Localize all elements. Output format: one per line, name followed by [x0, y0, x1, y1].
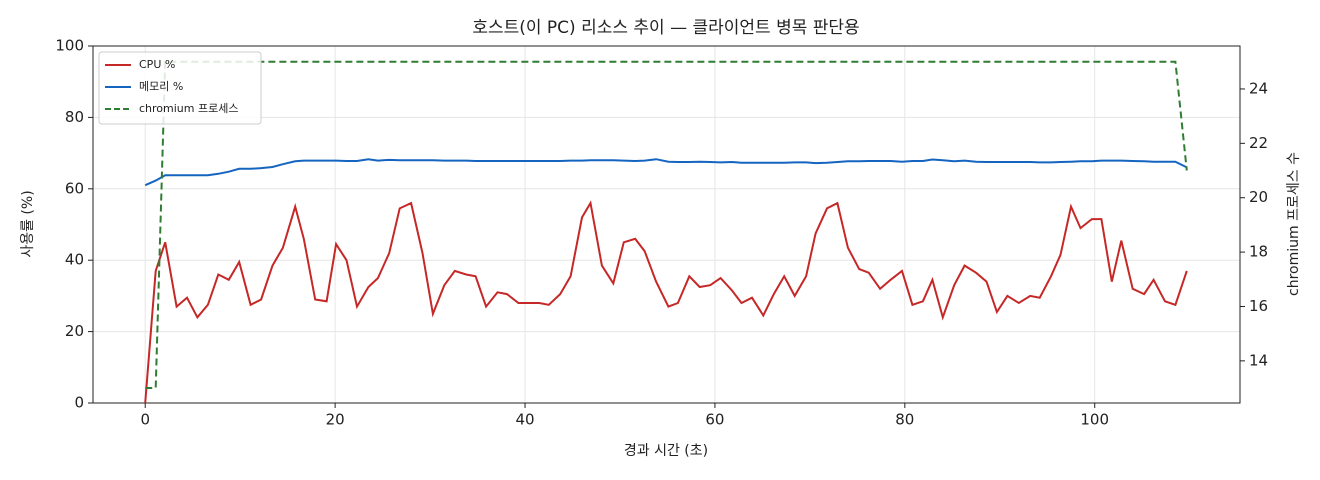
- y2-tick-label: 24: [1249, 79, 1268, 97]
- y2-axis-label: chromium 프로세스 수: [1286, 152, 1302, 296]
- y-tick-label: 100: [55, 37, 84, 55]
- legend-label: chromium 프로세스: [139, 102, 238, 115]
- y-tick-label: 20: [65, 322, 84, 340]
- y2-tick-label: 18: [1249, 243, 1268, 261]
- x-tick-label: 40: [515, 411, 534, 429]
- legend-label: 메모리 %: [139, 80, 183, 93]
- y-tick-label: 60: [65, 179, 84, 197]
- x-tick-label: 0: [140, 411, 150, 429]
- y-tick-label: 80: [65, 108, 84, 126]
- y2-tick-label: 14: [1249, 351, 1268, 369]
- x-tick-label: 80: [895, 411, 914, 429]
- y-tick-label: 40: [65, 251, 84, 269]
- series-line: [144, 200, 1188, 404]
- y-tick-label: 0: [74, 394, 84, 412]
- y-axis-label: 사용률 (%): [20, 190, 36, 257]
- chart-title: 호스트(이 PC) 리소스 추이 — 클라이언트 병목 판단용: [472, 18, 859, 38]
- series-line: [145, 60, 1188, 389]
- legend-label: CPU %: [139, 58, 175, 71]
- y2-tick-label: 16: [1249, 297, 1268, 315]
- y2-tick-label: 22: [1249, 134, 1268, 152]
- x-axis-label: 경과 시간 (초): [624, 443, 708, 459]
- x-tick-label: 60: [705, 411, 724, 429]
- legend-box: [98, 51, 262, 125]
- x-tick-label: 20: [326, 411, 345, 429]
- plot-frame: [92, 45, 1241, 404]
- series-line: [144, 158, 1188, 187]
- x-tick-label: 100: [1080, 411, 1109, 429]
- y2-tick-label: 20: [1249, 188, 1268, 206]
